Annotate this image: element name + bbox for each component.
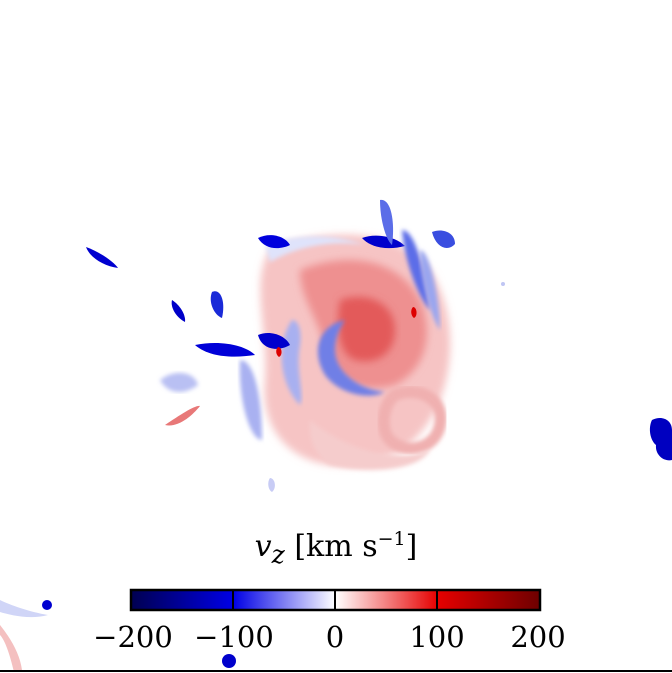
colorbar-tick-label: −200 — [93, 620, 173, 654]
galaxy-velocity-field — [86, 199, 455, 492]
colorbar-subscript: z — [271, 540, 285, 569]
colorbar — [129, 588, 542, 612]
colorbar-tick-label: −100 — [194, 620, 274, 654]
colorbar-unit-open: [km s — [294, 529, 378, 564]
colorbar-tick-label: 200 — [510, 620, 566, 654]
edge-feature — [649, 418, 672, 461]
colorbar-tick-label: 0 — [325, 620, 345, 654]
colorbar-tick-label: 100 — [409, 620, 465, 654]
colorbar-symbol: v — [254, 529, 272, 564]
colorbar-unit-exp: −1 — [377, 528, 406, 550]
corner-features — [0, 282, 505, 672]
colorbar-label: vz [km s−1] — [0, 528, 672, 569]
colorbar-unit-close: ] — [405, 529, 418, 564]
